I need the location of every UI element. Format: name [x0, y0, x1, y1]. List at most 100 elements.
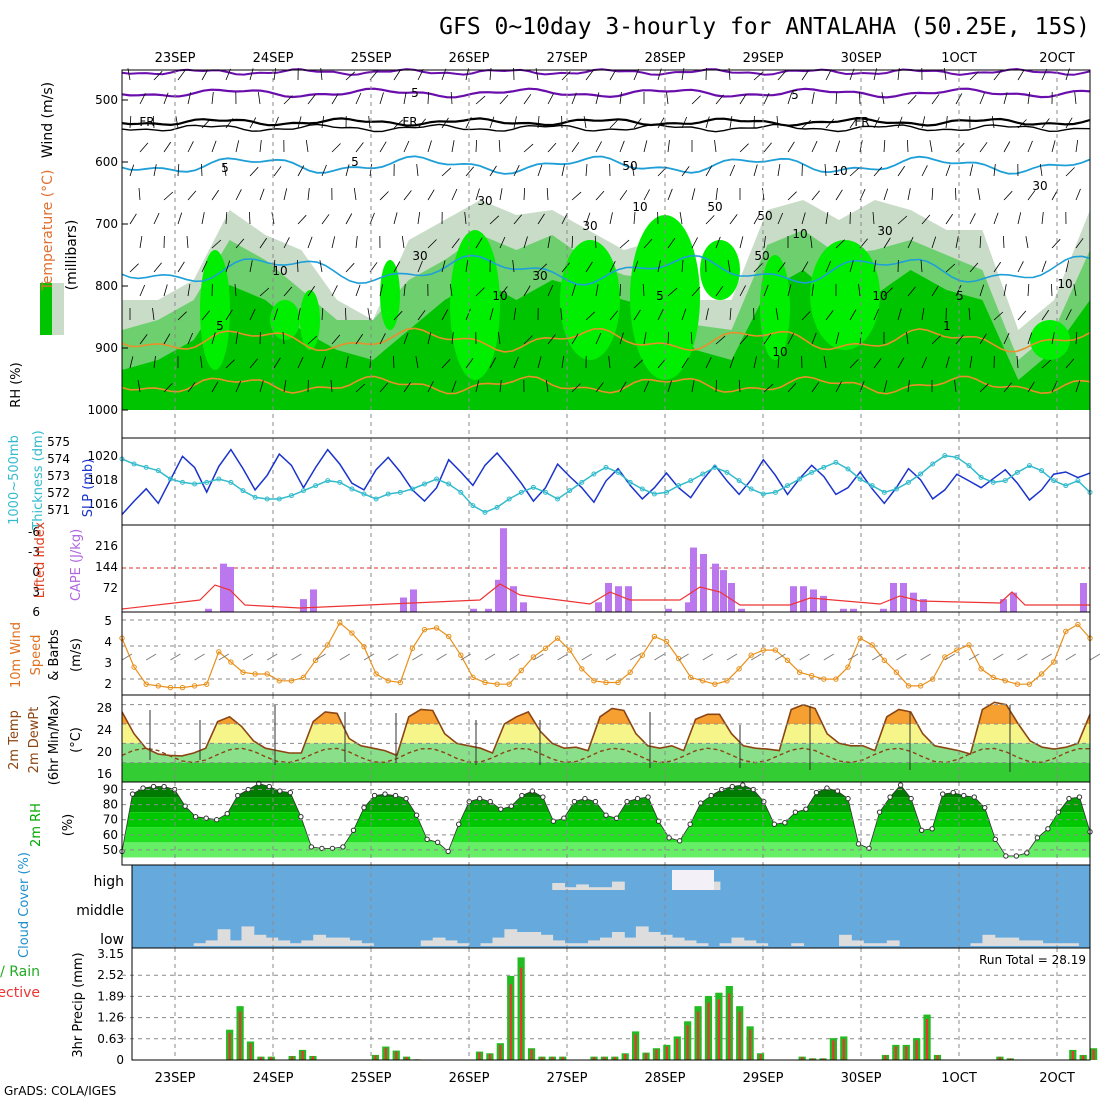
wind-barb: [1003, 332, 1010, 345]
wind-barb: [379, 191, 389, 201]
thickness-marker: [385, 491, 391, 497]
wind-barb: [849, 359, 859, 369]
wind-barb: [465, 308, 471, 321]
thickness-marker: [470, 503, 476, 509]
wind-barb: [777, 355, 780, 369]
wind-barb: [729, 307, 732, 321]
precip-conv-bar: [811, 1058, 814, 1060]
contour-label: 30: [877, 224, 892, 238]
cloud-row-label: high: [93, 874, 124, 890]
wind-barb: [571, 284, 576, 297]
wind-barb: [595, 92, 600, 105]
wind-barb: [187, 382, 196, 393]
wind10-barb: [170, 653, 181, 661]
rh-marker: [582, 795, 588, 802]
wind-barb: [353, 188, 357, 201]
wind-barb: [1041, 359, 1052, 369]
wind-barb: [547, 93, 554, 105]
wind-barb: [873, 308, 880, 321]
thickness-marker: [990, 479, 996, 485]
cloud-low-bar: [229, 940, 243, 946]
rh-blob: [300, 290, 320, 350]
rh-marker: [150, 783, 157, 790]
wind10-label-4: (m/s): [69, 638, 84, 672]
wind10-barb: [1089, 653, 1100, 661]
temp-tick: 28: [97, 701, 112, 715]
wind10-barb: [291, 653, 302, 661]
thickness-marker: [288, 493, 294, 499]
rh-marker: [308, 844, 315, 850]
wind-barb: [537, 115, 540, 129]
wind-barb: [297, 214, 307, 225]
wind-barb: [283, 95, 293, 105]
wind-barb: [931, 335, 941, 345]
wind-barb: [307, 335, 318, 345]
wind-barb: [331, 285, 338, 297]
rh-marker: [487, 798, 493, 805]
wind-barb: [451, 332, 454, 345]
date-label-top: 30SEP: [841, 51, 882, 66]
wind-barb: [571, 191, 582, 201]
thickness-marker: [422, 481, 427, 487]
wind-barb: [921, 116, 926, 129]
wind-barb: [163, 141, 172, 153]
cape-bar: [595, 602, 602, 612]
cape-bar: [510, 586, 517, 612]
wind-barb: [177, 261, 185, 273]
wind10-barb: [750, 653, 762, 661]
cape-bar: [205, 608, 212, 612]
wind-barb: [897, 215, 908, 225]
wind10-marker: [179, 684, 186, 691]
rh-marker: [340, 844, 346, 850]
rh-marker: [245, 786, 251, 793]
wind10-marker: [603, 679, 609, 686]
wind-barb: [1027, 140, 1033, 153]
contour-label: 10: [1057, 277, 1072, 291]
wind-barb: [954, 380, 957, 393]
wind-barb: [393, 310, 403, 321]
wind-barb: [897, 357, 905, 369]
wind-barb: [945, 263, 956, 273]
wind-barb: [417, 260, 423, 273]
rh-marker: [224, 810, 230, 817]
wind-barb: [259, 140, 262, 153]
date-label-bottom: 26SEP: [449, 1071, 490, 1086]
wind-barb: [393, 355, 395, 369]
wind10-marker: [433, 625, 440, 631]
wind-barb: [811, 140, 818, 153]
wind-barb: [187, 92, 192, 105]
wind-barb: [897, 165, 906, 177]
wind-barb: [283, 237, 290, 249]
rh-marker: [403, 795, 409, 802]
wind-barb: [633, 309, 641, 321]
wind-barb: [609, 310, 619, 321]
thickness-tick: 573: [47, 469, 70, 483]
wind-barb: [955, 334, 964, 345]
cape-bar: [227, 566, 234, 612]
wind-barb: [977, 188, 981, 201]
wind-barb: [513, 116, 517, 129]
wind-barb: [666, 92, 669, 105]
wind-barb: [211, 140, 217, 153]
precip-conv-bar: [686, 1025, 689, 1060]
wind10-barb: [775, 653, 786, 661]
wind-barb: [307, 94, 316, 105]
wind-barb: [777, 70, 787, 81]
date-label-top: 28SEP: [645, 51, 686, 66]
wind-barb: [897, 308, 902, 321]
contour-label: 10: [772, 345, 787, 359]
wind10-marker: [1038, 671, 1045, 677]
wind10-marker: [784, 657, 791, 664]
wind10-marker: [240, 669, 246, 675]
wind-barb: [738, 379, 741, 393]
wind10-marker: [300, 674, 307, 681]
wind-barb: [633, 211, 636, 225]
precip-conv-bar: [488, 1053, 491, 1060]
temp-label-4: (°C): [69, 727, 84, 753]
wind-barb: [979, 284, 985, 297]
thickness-marker: [1039, 468, 1045, 474]
wind-barb: [379, 382, 389, 393]
cape-bar: [728, 583, 735, 612]
wind-barb: [561, 164, 565, 177]
wind-barb: [810, 236, 813, 249]
